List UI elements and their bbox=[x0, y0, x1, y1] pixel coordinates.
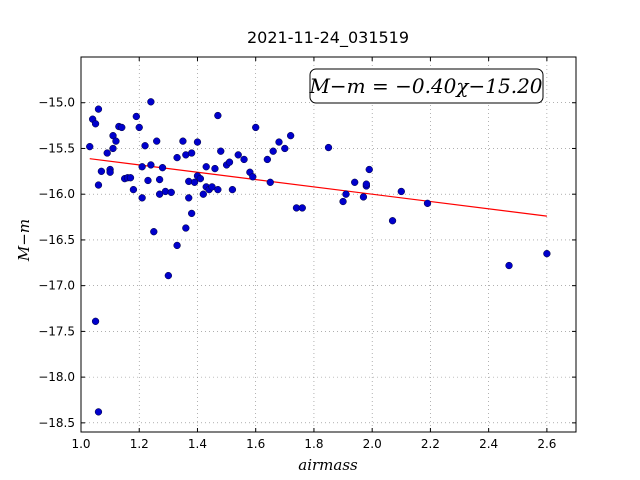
data-point bbox=[187, 209, 196, 218]
data-point bbox=[141, 142, 149, 150]
data-point bbox=[298, 204, 306, 212]
data-point bbox=[153, 137, 161, 145]
data-point bbox=[147, 98, 155, 106]
data-point bbox=[109, 144, 117, 153]
data-point bbox=[106, 168, 114, 176]
data-point bbox=[155, 175, 164, 184]
data-point bbox=[91, 317, 100, 325]
data-point bbox=[138, 194, 146, 202]
x-tick-label: 1.6 bbox=[246, 437, 265, 451]
data-point bbox=[202, 163, 210, 171]
data-point bbox=[94, 181, 103, 189]
y-axis-label: M−m bbox=[15, 219, 33, 262]
data-point bbox=[196, 174, 205, 183]
data-point bbox=[234, 151, 242, 159]
data-point bbox=[362, 180, 371, 188]
data-point bbox=[126, 174, 135, 182]
data-point bbox=[359, 193, 368, 201]
data-point bbox=[324, 143, 333, 152]
y-tick-label: −15.0 bbox=[38, 96, 75, 110]
data-point bbox=[214, 185, 222, 194]
data-point bbox=[281, 144, 289, 153]
data-point bbox=[543, 249, 551, 258]
data-point bbox=[217, 147, 225, 155]
data-point bbox=[103, 149, 111, 157]
data-point bbox=[365, 165, 373, 174]
x-axis-label: airmass bbox=[298, 456, 358, 474]
data-point bbox=[155, 190, 164, 198]
chart-title: 2021-11-24_031519 bbox=[247, 28, 409, 48]
data-point bbox=[423, 199, 432, 207]
data-point bbox=[263, 155, 272, 164]
data-point bbox=[173, 241, 181, 250]
data-point bbox=[275, 138, 283, 146]
data-point bbox=[252, 123, 260, 132]
y-tick-label: −15.5 bbox=[38, 141, 75, 155]
x-tick-label: 1.8 bbox=[304, 437, 323, 451]
data-point bbox=[147, 161, 155, 169]
data-point bbox=[211, 164, 219, 173]
data-point bbox=[182, 224, 190, 232]
data-point bbox=[351, 178, 359, 186]
data-point bbox=[164, 271, 173, 280]
data-point bbox=[118, 123, 126, 132]
fit-annotation: M−m = −0.40χ−15.20 bbox=[308, 68, 544, 104]
data-point bbox=[388, 217, 397, 225]
data-point bbox=[228, 185, 237, 194]
x-tick-label: 2.0 bbox=[363, 437, 382, 451]
y-tick-label: −16.0 bbox=[38, 187, 75, 201]
y-tick-label: −16.5 bbox=[38, 233, 75, 247]
data-point bbox=[214, 111, 222, 120]
y-tick-label: −18.5 bbox=[38, 416, 75, 430]
data-point bbox=[286, 132, 295, 140]
data-point bbox=[342, 190, 350, 198]
fit-equation: M−m = −0.40χ−15.20 bbox=[308, 74, 542, 98]
data-point bbox=[167, 188, 175, 197]
data-point bbox=[225, 158, 234, 166]
data-point bbox=[266, 178, 274, 186]
plot-frame bbox=[80, 56, 577, 433]
x-tick-label: 1.4 bbox=[188, 437, 207, 451]
y-tick-label: −17.0 bbox=[38, 279, 75, 293]
data-point bbox=[150, 228, 158, 236]
data-point bbox=[94, 408, 103, 416]
data-points bbox=[86, 98, 551, 416]
data-point bbox=[91, 120, 100, 128]
data-point bbox=[138, 163, 146, 171]
data-point bbox=[208, 183, 216, 191]
data-point bbox=[193, 138, 202, 146]
x-tick-label: 1.0 bbox=[71, 437, 90, 451]
data-point bbox=[190, 178, 199, 186]
data-point bbox=[185, 194, 193, 202]
x-tick-label: 2.4 bbox=[479, 437, 498, 451]
data-point bbox=[86, 142, 94, 151]
axis-ticks: 1.0 1.2 1.4 1.6 1.8 2.0 2.2 2.4 2.6 −15.0 −15.5 −16… bbox=[38, 57, 576, 451]
data-point bbox=[132, 112, 140, 121]
data-point bbox=[269, 147, 277, 155]
data-point bbox=[199, 190, 207, 198]
data-point bbox=[135, 123, 143, 132]
data-point bbox=[179, 137, 187, 145]
data-point bbox=[505, 261, 513, 270]
annotation-box bbox=[309, 68, 544, 104]
data-point bbox=[397, 187, 405, 196]
data-point bbox=[187, 149, 196, 157]
data-point bbox=[94, 105, 103, 113]
data-point bbox=[339, 197, 347, 206]
data-point bbox=[249, 173, 257, 181]
data-point bbox=[158, 164, 167, 172]
data-point bbox=[173, 153, 181, 162]
data-point bbox=[129, 185, 138, 194]
x-tick-label: 1.2 bbox=[130, 437, 149, 451]
x-tick-label: 2.2 bbox=[421, 437, 440, 451]
x-tick-label: 2.6 bbox=[537, 437, 556, 451]
data-point bbox=[240, 155, 248, 164]
data-point bbox=[144, 176, 152, 185]
y-tick-label: −18.0 bbox=[38, 370, 75, 384]
y-tick-label: −17.5 bbox=[38, 324, 75, 338]
data-point bbox=[97, 167, 106, 175]
data-point bbox=[112, 137, 120, 145]
